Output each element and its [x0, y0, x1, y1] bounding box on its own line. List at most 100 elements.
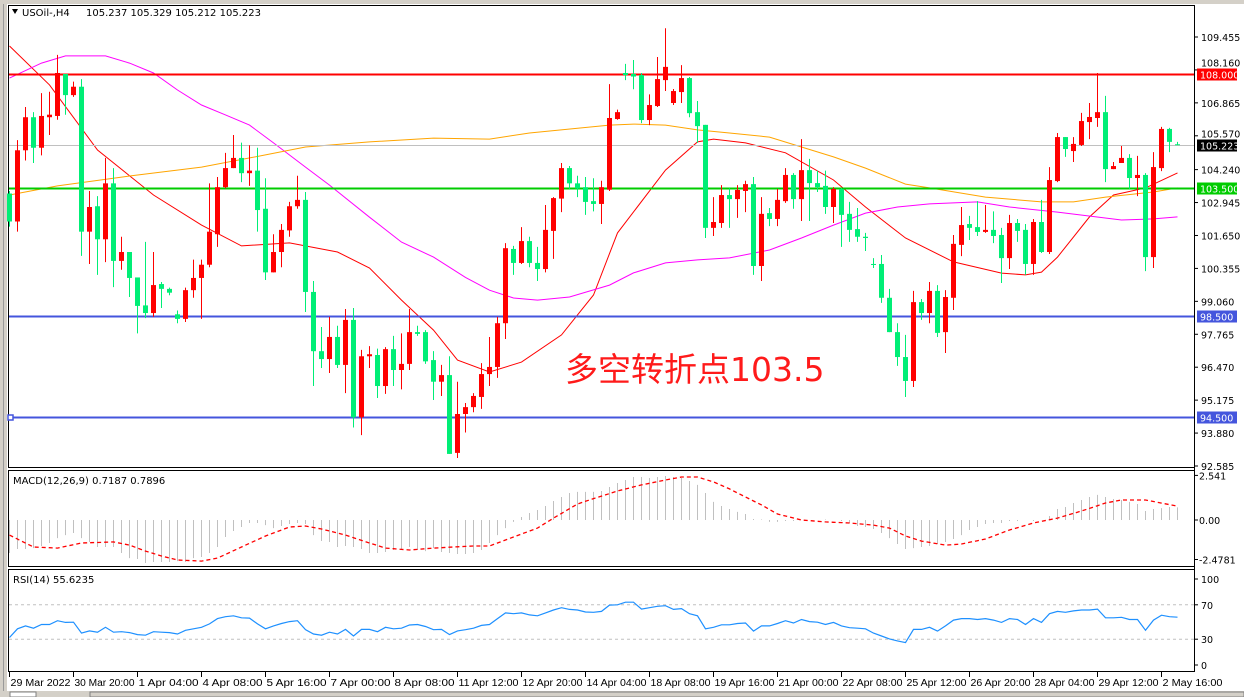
candle-body[interactable] — [415, 332, 420, 334]
candle-body[interactable] — [1111, 166, 1116, 170]
candle-body[interactable] — [343, 319, 348, 365]
candle-body[interactable] — [679, 78, 684, 93]
candle-body[interactable] — [1159, 128, 1164, 169]
candle-body[interactable] — [847, 213, 852, 230]
candle-body[interactable] — [71, 86, 76, 96]
candle-body[interactable] — [943, 297, 948, 333]
candle-body[interactable] — [271, 252, 276, 273]
candle-body[interactable] — [207, 231, 212, 265]
candle-body[interactable] — [375, 354, 380, 387]
candle-body[interactable] — [255, 170, 260, 211]
line-anchor-handle[interactable] — [7, 414, 14, 421]
candle-body[interactable] — [887, 297, 892, 333]
candle-body[interactable] — [623, 72, 628, 76]
candle-body[interactable] — [199, 264, 204, 278]
candle-body[interactable] — [575, 183, 580, 189]
candle-body[interactable] — [479, 374, 484, 397]
candle-body[interactable] — [991, 229, 996, 236]
candle-body[interactable] — [239, 157, 244, 174]
candle-body[interactable] — [1047, 180, 1052, 253]
candle-body[interactable] — [775, 199, 780, 219]
candle-body[interactable] — [191, 277, 196, 291]
horizontal-scrollbar[interactable] — [89, 691, 1244, 697]
candle-body[interactable] — [559, 168, 564, 199]
candle-body[interactable] — [327, 336, 332, 360]
candle-body[interactable] — [935, 290, 940, 333]
candle-body[interactable] — [927, 290, 932, 314]
candle-body[interactable] — [1135, 174, 1140, 179]
candle-body[interactable] — [543, 229, 548, 270]
candle-body[interactable] — [1055, 137, 1060, 182]
candle-body[interactable] — [671, 91, 676, 103]
candle-body[interactable] — [247, 170, 252, 174]
candle-body[interactable] — [1071, 143, 1076, 152]
candle-body[interactable] — [1151, 167, 1156, 258]
candle-body[interactable] — [919, 302, 924, 314]
candle-body[interactable] — [599, 187, 604, 204]
candle-body[interactable] — [615, 112, 620, 120]
candle-body[interactable] — [607, 117, 612, 190]
candle-body[interactable] — [1119, 157, 1124, 164]
candle-body[interactable] — [839, 188, 844, 215]
candle-body[interactable] — [735, 189, 740, 200]
candle-body[interactable] — [279, 229, 284, 253]
candle-body[interactable] — [295, 199, 300, 207]
candle-body[interactable] — [519, 241, 524, 263]
candle-body[interactable] — [999, 234, 1004, 259]
candle-body[interactable] — [47, 114, 52, 118]
candle-body[interactable] — [55, 72, 60, 116]
candle-body[interactable] — [463, 407, 468, 414]
candle-body[interactable] — [631, 74, 636, 77]
candle-body[interactable] — [871, 263, 876, 265]
candle-body[interactable] — [15, 150, 20, 222]
candle-body[interactable] — [535, 262, 540, 270]
candle-body[interactable] — [391, 349, 396, 371]
triangle-down-icon[interactable] — [12, 9, 18, 14]
candle-body[interactable] — [431, 360, 436, 382]
candle-body[interactable] — [639, 75, 644, 121]
candle-body[interactable] — [439, 375, 444, 382]
candle-body[interactable] — [335, 336, 340, 365]
candle-body[interactable] — [1039, 222, 1044, 253]
candle-body[interactable] — [719, 195, 724, 224]
candle-body[interactable] — [1175, 144, 1180, 146]
candle-body[interactable] — [799, 170, 804, 200]
candle-body[interactable] — [471, 395, 476, 408]
candle-body[interactable] — [967, 224, 972, 228]
candle-body[interactable] — [855, 229, 860, 237]
candle-body[interactable] — [143, 305, 148, 314]
candle-body[interactable] — [1031, 222, 1036, 264]
candle-body[interactable] — [319, 351, 324, 360]
candle-body[interactable] — [655, 79, 660, 107]
candle-body[interactable] — [1063, 137, 1068, 150]
candle-body[interactable] — [407, 332, 412, 364]
candle-body[interactable] — [447, 375, 452, 454]
candle-body[interactable] — [359, 356, 364, 418]
candle-body[interactable] — [1095, 112, 1100, 118]
candle-body[interactable] — [879, 263, 884, 298]
candle-body[interactable] — [23, 117, 28, 151]
candle-body[interactable] — [111, 183, 116, 261]
candle-body[interactable] — [1079, 121, 1084, 145]
candle-body[interactable] — [215, 187, 220, 235]
candle-body[interactable] — [183, 290, 188, 319]
candle-body[interactable] — [103, 183, 108, 240]
candle-body[interactable] — [303, 199, 308, 292]
candle-body[interactable] — [135, 277, 140, 306]
candle-body[interactable] — [1007, 223, 1012, 259]
candle-body[interactable] — [815, 183, 820, 188]
candle-body[interactable] — [63, 74, 68, 96]
candle-body[interactable] — [1103, 112, 1108, 170]
candle-body[interactable] — [527, 241, 532, 263]
candle-body[interactable] — [727, 195, 732, 200]
candle-body[interactable] — [783, 174, 788, 202]
candle-body[interactable] — [31, 117, 36, 148]
candle-body[interactable] — [423, 332, 428, 362]
candle-body[interactable] — [487, 366, 492, 375]
candle-body[interactable] — [231, 157, 236, 169]
candle-body[interactable] — [1127, 157, 1132, 179]
candle-body[interactable] — [1167, 128, 1172, 142]
candle-body[interactable] — [159, 284, 164, 289]
candle-body[interactable] — [87, 206, 92, 232]
